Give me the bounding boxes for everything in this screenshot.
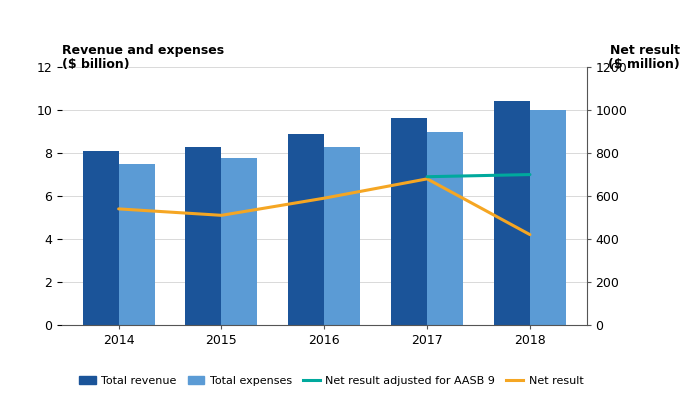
Bar [288,134,324,325]
Text: ($ million): ($ million) [608,58,680,71]
Bar [427,131,463,325]
Bar [119,164,155,325]
Bar [494,101,530,325]
Bar [324,147,360,325]
Bar [186,147,221,325]
Text: ($ billion): ($ billion) [62,58,130,71]
Bar [221,158,257,325]
Bar [391,118,427,325]
Bar [530,110,566,325]
Text: Net result: Net result [610,44,680,57]
Legend: Total revenue, Total expenses, Net result adjusted for AASB 9, Net result: Total revenue, Total expenses, Net resul… [75,371,588,390]
Bar [83,151,119,325]
Text: Revenue and expenses: Revenue and expenses [62,44,224,57]
